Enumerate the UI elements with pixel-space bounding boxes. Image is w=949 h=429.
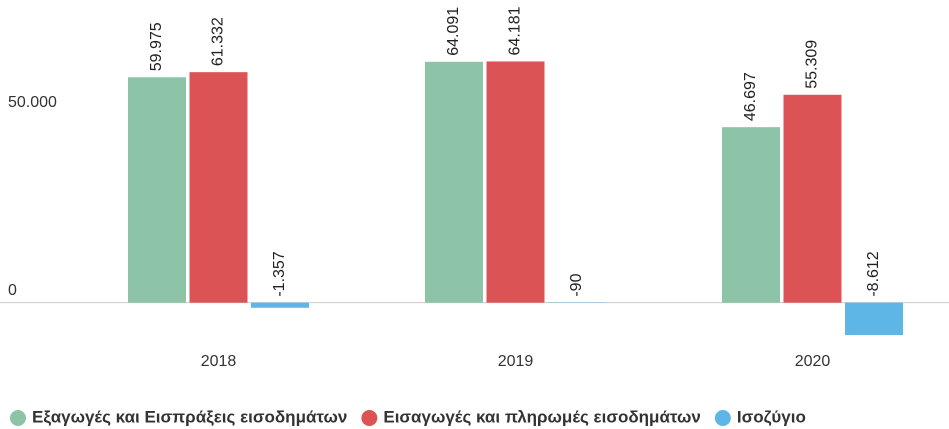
legend-label: Εξαγωγές και Εισπράξεις εισοδημάτων <box>32 407 347 426</box>
x-tick-label: 2020 <box>795 353 831 370</box>
bar <box>128 77 186 303</box>
data-label: 64.181 <box>507 6 524 55</box>
data-label: 64.091 <box>445 7 462 56</box>
x-tick-label: 2018 <box>201 353 237 370</box>
data-label: 55.309 <box>804 40 821 89</box>
legend-marker <box>361 410 378 426</box>
data-label: -8.612 <box>865 251 882 296</box>
bar <box>783 94 842 303</box>
legend: Εξαγωγές και Εισπράξεις εισοδημάτων Εισαγ… <box>10 407 806 426</box>
bar <box>251 302 309 308</box>
data-label: -90 <box>568 273 585 296</box>
legend-marker <box>10 410 26 426</box>
data-label: 61.332 <box>210 17 227 66</box>
x-tick-label: 2019 <box>498 353 534 370</box>
legend-label: Εισαγωγές και πληρωμές εισοδημάτων <box>383 407 700 426</box>
y-tick-label: 50.000 <box>8 94 57 111</box>
data-label: 59.975 <box>148 22 165 71</box>
legend-label: Ισοζύγιο <box>737 407 806 426</box>
bar <box>425 61 483 303</box>
data-label: 46.697 <box>742 72 759 121</box>
bar <box>845 302 903 336</box>
data-label: -1.357 <box>271 251 288 296</box>
legend-marker <box>714 410 731 426</box>
bar <box>722 127 780 303</box>
bar <box>189 72 248 303</box>
bar <box>486 61 545 303</box>
y-tick-label: 0 <box>8 282 17 299</box>
